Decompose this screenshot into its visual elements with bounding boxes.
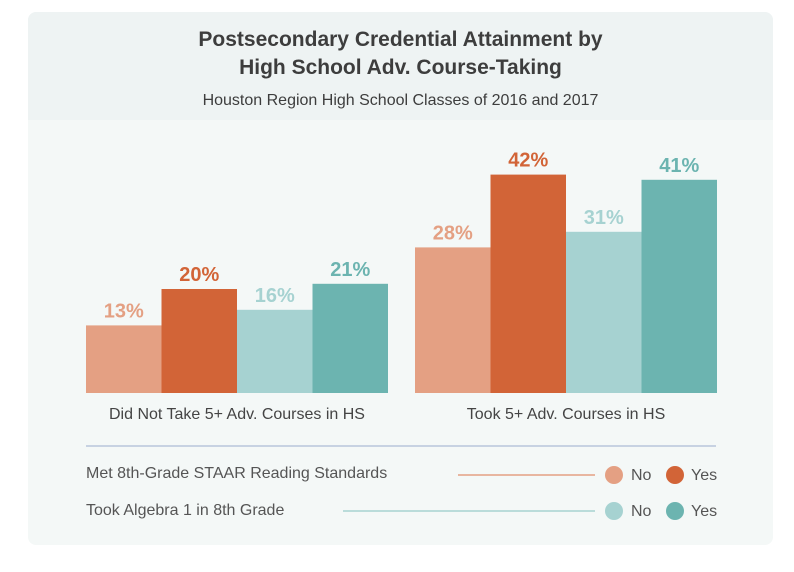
bar	[312, 283, 388, 393]
bar	[415, 247, 491, 393]
legend-swatch-no	[605, 466, 623, 484]
bar-value-label: 28%	[433, 222, 473, 244]
legend-no-algebra: No	[631, 503, 652, 520]
chart-subtitle: Houston Region High School Classes of 20…	[202, 92, 599, 109]
bar	[161, 289, 237, 393]
legend-label-algebra: Took Algebra 1 in 8th Grade	[86, 502, 285, 519]
bar-value-label: 31%	[584, 207, 624, 229]
bar	[566, 231, 642, 393]
bar-plot: 13% 20% 16% 21% Did Not Take 5+ Adv. Courses…	[86, 150, 717, 520]
bar-value-label: 13%	[104, 300, 144, 322]
legend-swatch-yes	[666, 466, 684, 484]
bar-value-label: 41%	[659, 155, 699, 177]
chart-title: Postsecondary Credential Attainment by Hi…	[28, 26, 773, 82]
chart-card: Postsecondary Credential Attainment by Hi…	[28, 12, 773, 545]
legend-swatch-no	[605, 502, 623, 520]
legend-swatch-yes	[666, 502, 684, 520]
bar	[86, 325, 162, 393]
bar-value-label: 21%	[330, 259, 370, 281]
title-line-2: High School Adv. Course-Taking	[239, 56, 562, 79]
category-label: Took 5+ Adv. Courses in HS	[467, 406, 665, 423]
chart-header	[28, 12, 773, 120]
bar-value-label: 16%	[255, 285, 295, 307]
legend-label-reading: Met 8th-Grade STAAR Reading Standards	[86, 465, 388, 482]
bar-value-label: 42%	[508, 150, 548, 172]
bar	[237, 309, 313, 393]
category-label: Did Not Take 5+ Adv. Courses in HS	[109, 406, 365, 423]
bar	[490, 174, 566, 393]
bar-value-label: 20%	[179, 264, 219, 286]
title-line-1: Postsecondary Credential Attainment by	[198, 28, 603, 51]
legend-no-reading: No	[631, 467, 652, 484]
bar	[641, 179, 717, 393]
legend-yes-algebra: Yes	[691, 503, 718, 520]
legend-yes-reading: Yes	[691, 467, 718, 484]
